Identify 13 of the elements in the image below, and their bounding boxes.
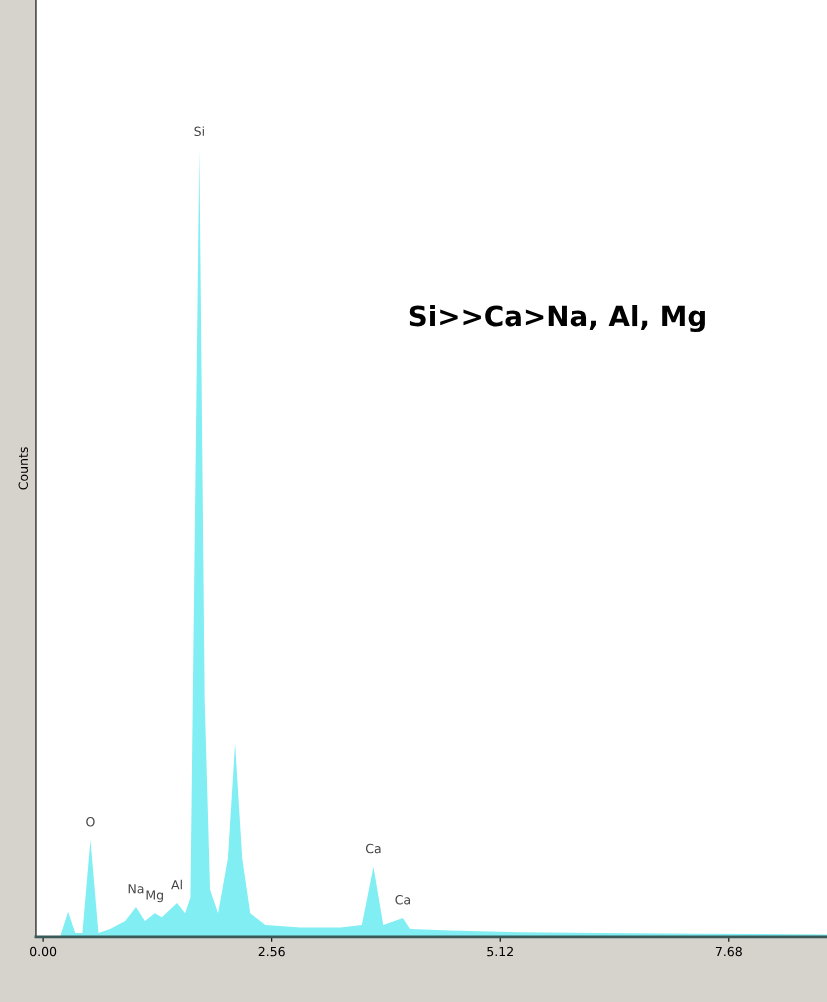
x-tick-label: 7.68: [715, 946, 742, 957]
x-tick-label: 0.00: [30, 946, 57, 957]
annotation: Mg: [146, 890, 163, 903]
y-axis-title: Counts: [18, 447, 28, 490]
annotation: Si>>Ca>Na, Al, Mg: [409, 304, 705, 333]
x-tick-label: 5.12: [487, 946, 513, 957]
annotation: Ca: [395, 894, 410, 905]
annotation: Si: [194, 126, 204, 137]
annotation: Na: [128, 884, 144, 894]
annotation: O: [86, 817, 95, 827]
annotation: Ca: [365, 843, 381, 854]
annotation: Al: [171, 879, 182, 890]
x-tick-label: 2.56: [258, 946, 285, 957]
